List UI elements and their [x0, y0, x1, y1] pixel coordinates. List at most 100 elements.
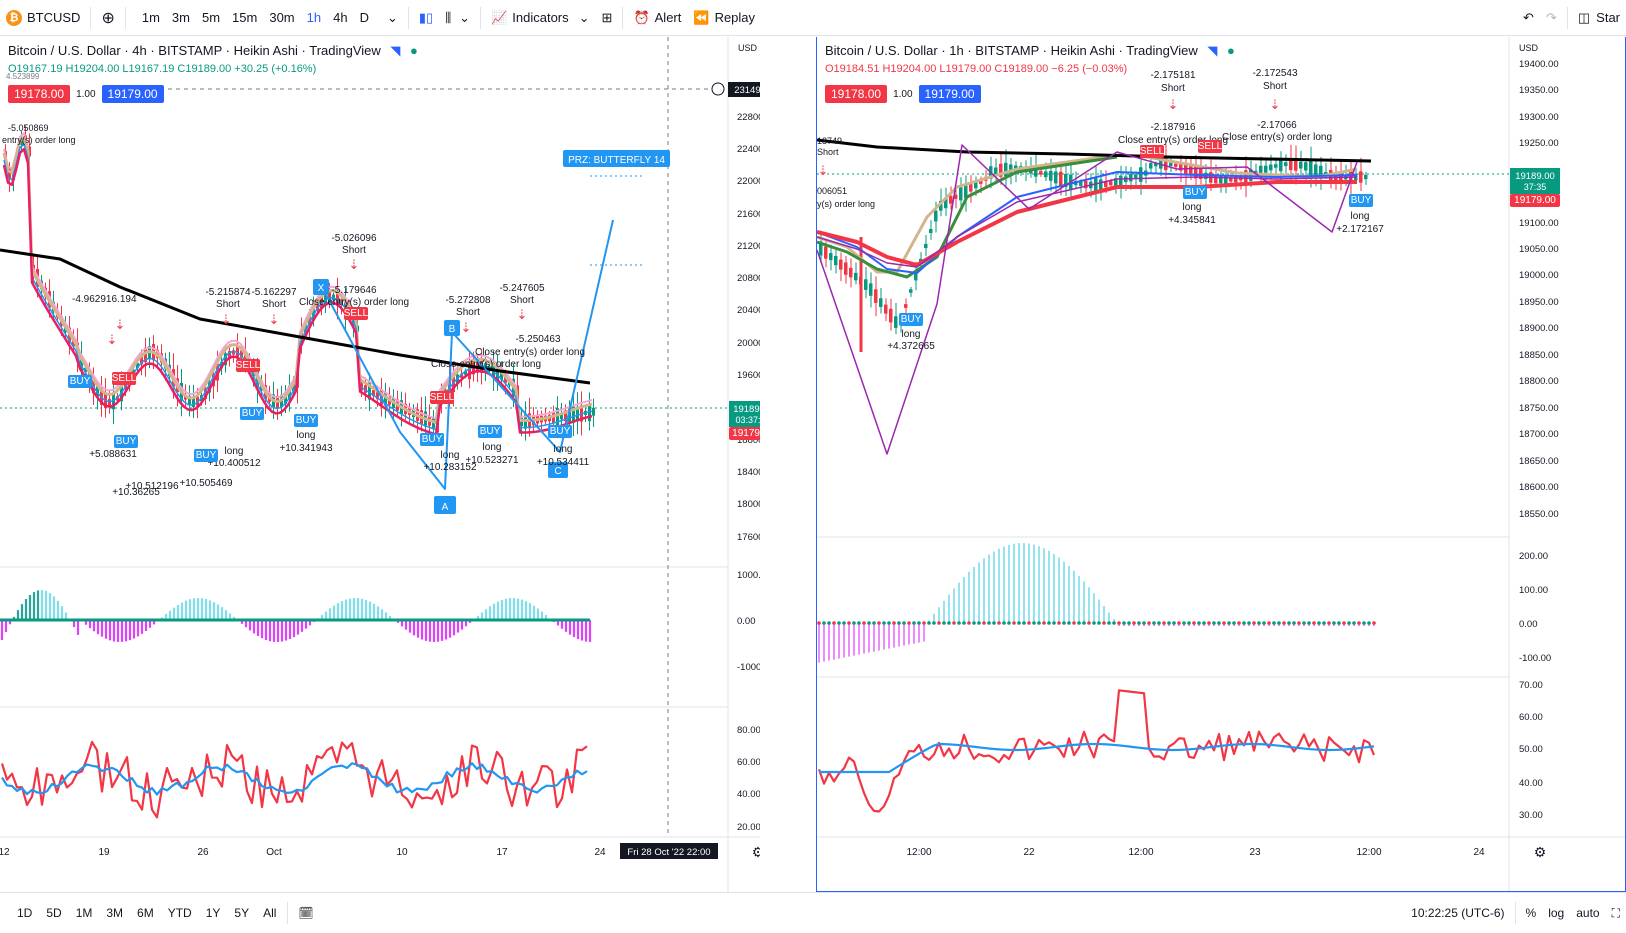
interval-dropdown[interactable]: ⌄ [381, 0, 404, 36]
candle-body [1114, 178, 1118, 186]
range-YTD[interactable]: YTD [167, 906, 192, 920]
ohlc-values: O19184.51 H19204.00 L19179.00 C19189.00 … [825, 63, 1128, 75]
sell-label: SELL [1198, 141, 1223, 152]
candle-body [999, 163, 1003, 177]
price-tick: 19250.00 [1519, 138, 1559, 149]
range-1Y[interactable]: 1Y [205, 906, 221, 920]
candle-body [1064, 173, 1068, 188]
trade-label: Short [216, 299, 240, 310]
log-toggle[interactable]: log [1548, 906, 1565, 920]
chart-type-button[interactable]: ⫼ ⌄ [439, 0, 476, 36]
candle-body [376, 390, 379, 400]
indicators-button[interactable]: 📈 Indicators ⌄ [485, 0, 595, 36]
candle-body [909, 289, 913, 293]
auto-toggle[interactable]: auto [1576, 906, 1600, 920]
candle-body [80, 355, 83, 372]
chart-canvas-right[interactable]: USD19400.0019350.0019300.0019250.0019150… [817, 37, 1626, 892]
osc-dot [997, 621, 1001, 625]
trade-label: Close entry(s) order long [1222, 132, 1332, 143]
interval-3m[interactable]: 3m [171, 10, 190, 25]
osc-dot [1247, 621, 1251, 625]
clock[interactable]: 10:22:25 (UTC-6) [1411, 906, 1505, 920]
osc-dot [932, 621, 936, 625]
sell-price-button[interactable]: 19178.00 [825, 85, 888, 103]
divider [1514, 902, 1516, 924]
osc-dot [1092, 621, 1096, 625]
candle-body [1054, 171, 1058, 184]
layout-button[interactable]: ◫ Star [1572, 0, 1626, 36]
time-tick: 12:00 [906, 847, 931, 858]
interval-15m[interactable]: 15m [232, 10, 258, 25]
time-tick: 12:00 [1356, 847, 1381, 858]
range-All[interactable]: All [263, 906, 277, 920]
interval-D[interactable]: D [359, 10, 369, 25]
candle-body [854, 272, 858, 281]
buy-price-button[interactable]: 19179.00 [918, 85, 981, 103]
fullscreen-button[interactable]: ⛶ [1606, 895, 1626, 931]
range-5D[interactable]: 5D [46, 906, 62, 920]
candle-body [384, 392, 387, 406]
trade-label: Close entry(s) order long [1118, 135, 1228, 146]
candle-body [1079, 182, 1083, 186]
trade-value: +10.512196 [125, 481, 179, 492]
price-tick: 18950.00 [1519, 297, 1559, 308]
interval-1h[interactable]: 1h [306, 10, 322, 25]
templates-button[interactable]: ⊞ [596, 0, 619, 36]
symbol-search[interactable]: ₿ BTCUSD [0, 0, 86, 36]
sell-price-button[interactable]: 19178.00 [8, 85, 71, 103]
osc-dot [1027, 621, 1031, 625]
trade-label: Short [1161, 83, 1185, 94]
flag-icon: ◥ [390, 43, 401, 58]
range-3M[interactable]: 3M [106, 906, 124, 920]
candle-body [500, 371, 503, 380]
candle-body [592, 407, 595, 416]
chart-canvas-left[interactable]: USD 22800.00 22400.00 22000.00 21600.00 21200… [0, 37, 760, 892]
trade-value: +4.345841 [1168, 215, 1216, 226]
osc-dot [1252, 621, 1256, 625]
candle-body [84, 367, 87, 373]
status-dot-icon: ● [410, 43, 418, 58]
short-arrow-icon: ⇣ [1270, 97, 1281, 112]
candle-body [352, 316, 355, 326]
buy-label-bg [194, 449, 218, 462]
osc-dot [1302, 621, 1306, 625]
interval-4h[interactable]: 4h [333, 10, 348, 25]
undo-button[interactable]: ↶ [1517, 0, 1540, 36]
price-tick: 22800.00 [737, 112, 760, 123]
candle-body [1364, 174, 1368, 180]
goto-date-button[interactable]: 🗓 [292, 895, 319, 931]
time-tick: 12 [0, 847, 10, 858]
buy-price-button[interactable]: 19179.00 [101, 85, 164, 103]
osc-tick: -100.00 [1519, 653, 1551, 664]
candle-body [204, 387, 207, 399]
osc-dot [1047, 621, 1051, 625]
redo-button[interactable]: ↷ [1540, 0, 1563, 36]
osc-dot [957, 621, 961, 625]
osc-dot [862, 621, 866, 625]
replay-button[interactable]: ⏪ Replay [687, 0, 761, 36]
interval-5m[interactable]: 5m [201, 10, 221, 25]
range-6M[interactable]: 6M [137, 906, 154, 920]
chart-pane-right[interactable]: USD19400.0019350.0019300.0019250.0019150… [816, 37, 1626, 892]
percent-toggle[interactable]: % [1525, 906, 1537, 920]
chart-pane-left[interactable]: USD 22800.00 22400.00 22000.00 21600.00 21200… [0, 37, 760, 892]
osc-dot [972, 621, 976, 625]
price-tick: 18400.00 [737, 467, 760, 478]
interval-30m[interactable]: 30m [269, 10, 295, 25]
compare-button[interactable]: ⊕ [95, 0, 120, 36]
trade-label: long [554, 444, 573, 455]
range-5Y[interactable]: 5Y [234, 906, 250, 920]
osc-dot [1072, 621, 1076, 625]
rsi-tick: 20.00 [737, 822, 760, 833]
range-1M[interactable]: 1M [75, 906, 93, 920]
bar-style-button[interactable]: ▮▯ [413, 0, 439, 36]
buy-label: BUY [70, 376, 91, 387]
osc-dot [1337, 621, 1341, 625]
alert-button[interactable]: ⏰ Alert [627, 0, 687, 36]
bitcoin-icon: ₿ [6, 9, 22, 26]
range-1D[interactable]: 1D [17, 906, 33, 920]
candle-body [1189, 166, 1193, 174]
interval-1m[interactable]: 1m [141, 10, 160, 25]
trade-label: Short [262, 299, 286, 310]
osc-dot [967, 621, 971, 625]
